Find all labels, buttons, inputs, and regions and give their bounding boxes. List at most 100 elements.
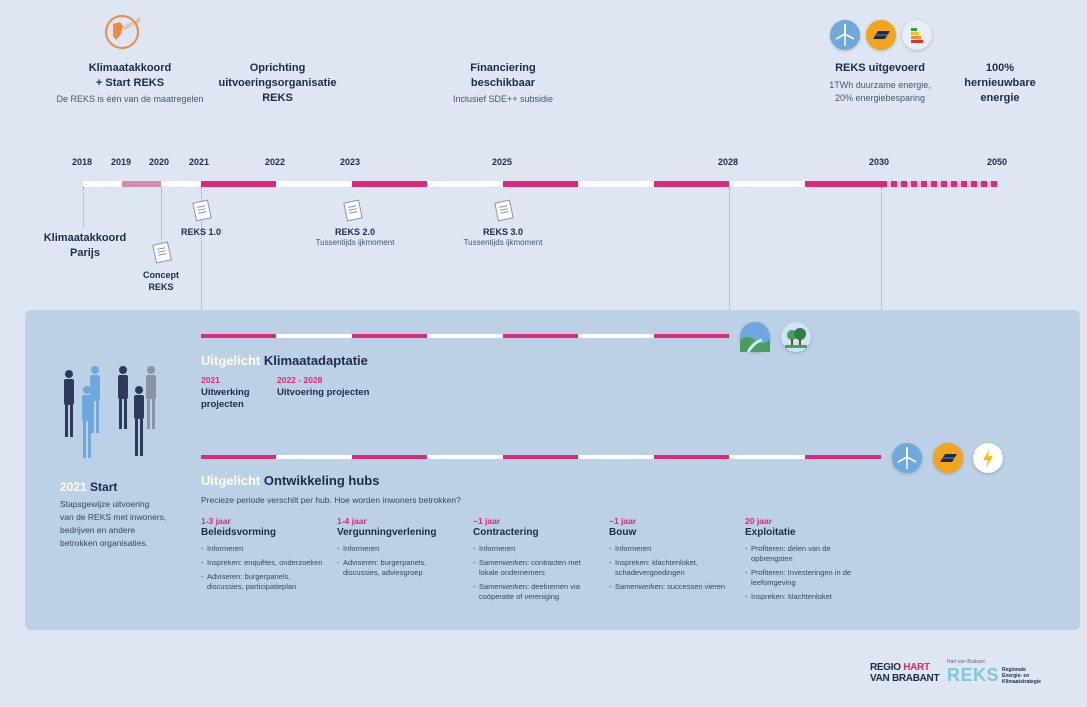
timeline-segment: [578, 455, 654, 459]
phase-bouw: ~1 jaar Bouw Informeren Inspreken: klach…: [609, 516, 734, 596]
year-2020: 2020: [149, 157, 170, 167]
event-sub: Inclusief SDE++ subsidie: [452, 94, 554, 104]
event-reks-3: REKS 3.0 Tussentijds ijkmoment: [448, 227, 558, 247]
phase-bullet: Adviseren: burgerpanels, discussies, adv…: [337, 558, 462, 578]
timeline-segment: [122, 181, 161, 187]
event-reks-uitgevoerd: REKS uitgevoerd 1TWh duurzame energie, 2…: [800, 61, 960, 105]
phase-beleidsvorming: 1-3 jaar Beleidsvorming Informeren Inspr…: [201, 516, 326, 596]
timeline-segment: [352, 334, 427, 338]
phase-contractering: ~1 jaar Contractering Informeren Samenwe…: [473, 516, 598, 606]
event-title: Financiering beschikbaar: [470, 62, 536, 89]
event-concept-reks: Concept REKS: [130, 269, 192, 293]
year-2025: 2025: [492, 157, 513, 167]
phase-title: Beleidsvorming: [201, 527, 277, 538]
adaptatie-title: Klimaatadaptatie: [263, 353, 368, 368]
year-2019: 2019: [111, 157, 132, 167]
solar-panel-icon: [866, 20, 896, 50]
phase-bullet: Informeren: [337, 544, 462, 554]
adaptatie-period: 2022 - 2028: [277, 375, 323, 385]
timeline-segment: [503, 334, 578, 338]
phase-bullet: Samenwerken: successen vieren: [609, 582, 734, 592]
solar-panel-icon: [933, 443, 963, 473]
phase-duration: 20 jaar: [745, 516, 772, 526]
timeline-segment: [201, 181, 276, 187]
timeline-segment: [729, 455, 805, 459]
timeline-segment: [503, 455, 578, 459]
energy-label-icon: [902, 20, 932, 50]
start-year: 2021: [60, 480, 87, 494]
timeline-segment: [276, 455, 352, 459]
event-sub: Tussentijds ijkmoment: [315, 238, 395, 247]
start-text: Stapsgewijze uitvoering van de REKS met …: [60, 499, 167, 548]
regio-hart-van-brabant-logo: REGIO HART VAN BRABANT: [870, 662, 940, 684]
timeline-segment: [805, 181, 881, 187]
document-icon: [343, 199, 363, 222]
timeline-segment: [161, 181, 201, 187]
start-label: Start: [90, 480, 118, 494]
phase-bullet: Samenwerken: contracten met lokale onder…: [473, 558, 598, 578]
event-sub: Tussentijds ijkmoment: [463, 238, 543, 247]
timeline-segment: [276, 334, 352, 338]
phase-duration: ~1 jaar: [609, 516, 637, 526]
timeline-segment: [805, 455, 881, 459]
phase-bullet: Informeren: [609, 544, 734, 554]
logo-hart: HART: [903, 662, 930, 673]
event-reks-2: REKS 2.0 Tussentijds ijkmoment: [300, 227, 410, 247]
phase-vergunningverlening: 1-4 jaar Vergunningverlening Informeren …: [337, 516, 462, 582]
phase-title: Exploitatie: [745, 527, 796, 538]
phase-duration: ~1 jaar: [473, 516, 501, 526]
timeline-segment: [352, 455, 427, 459]
year-2030: 2030: [869, 157, 890, 167]
phase-bullet: Profiteren: delen van de opbrengsten: [745, 544, 870, 564]
adaptatie-period: 2021: [201, 375, 220, 385]
adaptatie-heading: Uitgelicht Klimaatadaptatie: [201, 353, 368, 368]
phase-exploitatie: 20 jaar Exploitatie Profiteren: delen va…: [745, 516, 870, 606]
phase-bullet: Informeren: [201, 544, 326, 554]
logo-regio: REGIO: [870, 662, 901, 673]
event-title: REKS uitgevoerd: [835, 62, 925, 74]
wind-turbine-icon: [892, 443, 922, 473]
event-sub: De REKS is één van de maatregelen: [56, 94, 204, 104]
phase-bullet: Inspreken: klachtenloket, schadevergoedi…: [609, 558, 734, 578]
klimaatakkoord-stamp-icon: klimaat-akkoord: [104, 5, 163, 50]
reks-logo-big: REKS: [947, 665, 1000, 685]
phase-duration: 1-3 jaar: [201, 516, 231, 526]
phase-bullet: Inspreken: enquêtes, onderzoeken: [201, 558, 326, 568]
timeline-segment-future: [881, 181, 998, 187]
year-2050: 2050: [987, 157, 1008, 167]
event-klimaatakkoord-parijs: Klimaatakkoord Parijs: [30, 231, 140, 261]
phase-title: Vergunningverlening: [337, 527, 437, 538]
document-icon: [152, 241, 172, 264]
timeline-segment: [578, 334, 654, 338]
hubs-heading: Uitgelicht Ontwikkeling hubs: [201, 473, 379, 488]
year-2018: 2018: [72, 157, 93, 167]
connector: [729, 187, 730, 337]
timeline-segment: [654, 334, 729, 338]
adaptatie-item: 2021 Uitwerking projecten: [201, 375, 271, 411]
trees-icon: [781, 322, 811, 352]
year-2028: 2028: [718, 157, 739, 167]
hubs-title: Ontwikkeling hubs: [263, 473, 380, 488]
timeline-segment: [201, 455, 276, 459]
timeline-segment: [276, 181, 352, 187]
event-reks-1: REKS 1.0: [170, 227, 232, 237]
timeline-segment: [83, 181, 122, 187]
event-title: 100% hernieuwbare energie: [964, 62, 1036, 104]
reks-logo-desc: Regionale Energie- en Klimaatstrategie: [1002, 666, 1041, 685]
timeline-segment: [427, 181, 503, 187]
people-group-icon: [55, 360, 165, 465]
timeline-segment: [654, 181, 729, 187]
logo-van-brabant: VAN BRABANT: [870, 673, 940, 684]
event-title: REKS 1.0: [180, 227, 222, 237]
phase-bullet: Inspreken: klachtenloket: [745, 592, 870, 602]
phase-title: Contractering: [473, 527, 539, 538]
event-title: REKS 2.0: [334, 227, 376, 237]
adaptatie-label: Uitwerking projecten: [201, 387, 250, 410]
phase-bullet: Adviseren: burgerpanels, discussies, par…: [201, 572, 326, 592]
timeline-segment: [352, 181, 427, 187]
phase-bullet: Profiteren: Investeringen in de leefomge…: [745, 568, 870, 588]
timeline-segment: [427, 334, 503, 338]
hubs-subtitle: Precieze periode verschilt per hub. Hoe …: [201, 495, 461, 505]
event-klimaatakkoord-start: Klimaatakkoord + Start REKS De REKS is é…: [40, 61, 220, 104]
event-title: Klimaatakkoord + Start REKS: [88, 62, 172, 89]
